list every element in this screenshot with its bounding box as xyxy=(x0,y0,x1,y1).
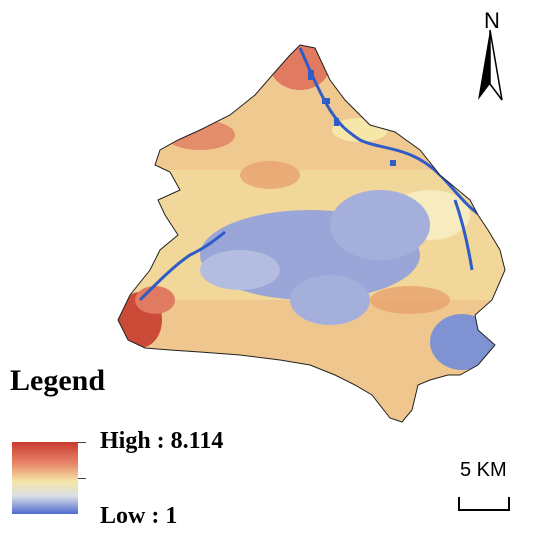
north-letter: N xyxy=(484,8,500,33)
scale-bar xyxy=(458,497,510,511)
north-arrow-icon xyxy=(478,29,503,101)
water-body-3 xyxy=(334,118,339,126)
mid-patch-2 xyxy=(370,286,450,314)
river-west xyxy=(138,230,226,302)
river-east xyxy=(453,199,474,271)
low-zone-east xyxy=(330,190,430,260)
water-body-2 xyxy=(322,98,330,104)
north-arrow-right xyxy=(489,29,503,101)
high-patch-nw xyxy=(165,120,235,150)
high-patch-north xyxy=(270,45,330,90)
mid-patch-1 xyxy=(240,161,300,189)
scale-bar-label: 5 KM xyxy=(460,459,507,481)
low-zone-south xyxy=(290,275,370,325)
legend-title: Legend xyxy=(10,364,106,397)
north-arrow-left xyxy=(478,30,490,100)
water-body-1 xyxy=(308,70,314,80)
region-boundary xyxy=(117,44,506,423)
water-body-4 xyxy=(390,160,396,166)
legend-high-label: High : 8.114 xyxy=(100,428,224,454)
low-zone-southeast xyxy=(430,314,494,370)
legend-tick-mid xyxy=(78,478,86,479)
legend-low-label: Low : 1 xyxy=(100,503,178,529)
legend-color-ramp xyxy=(12,442,78,514)
river-north xyxy=(298,47,481,217)
legend-ramp-fill xyxy=(12,442,78,514)
low-zone-west xyxy=(200,250,280,290)
legend-tick-high xyxy=(78,442,86,443)
map-raster-fill xyxy=(118,45,505,422)
